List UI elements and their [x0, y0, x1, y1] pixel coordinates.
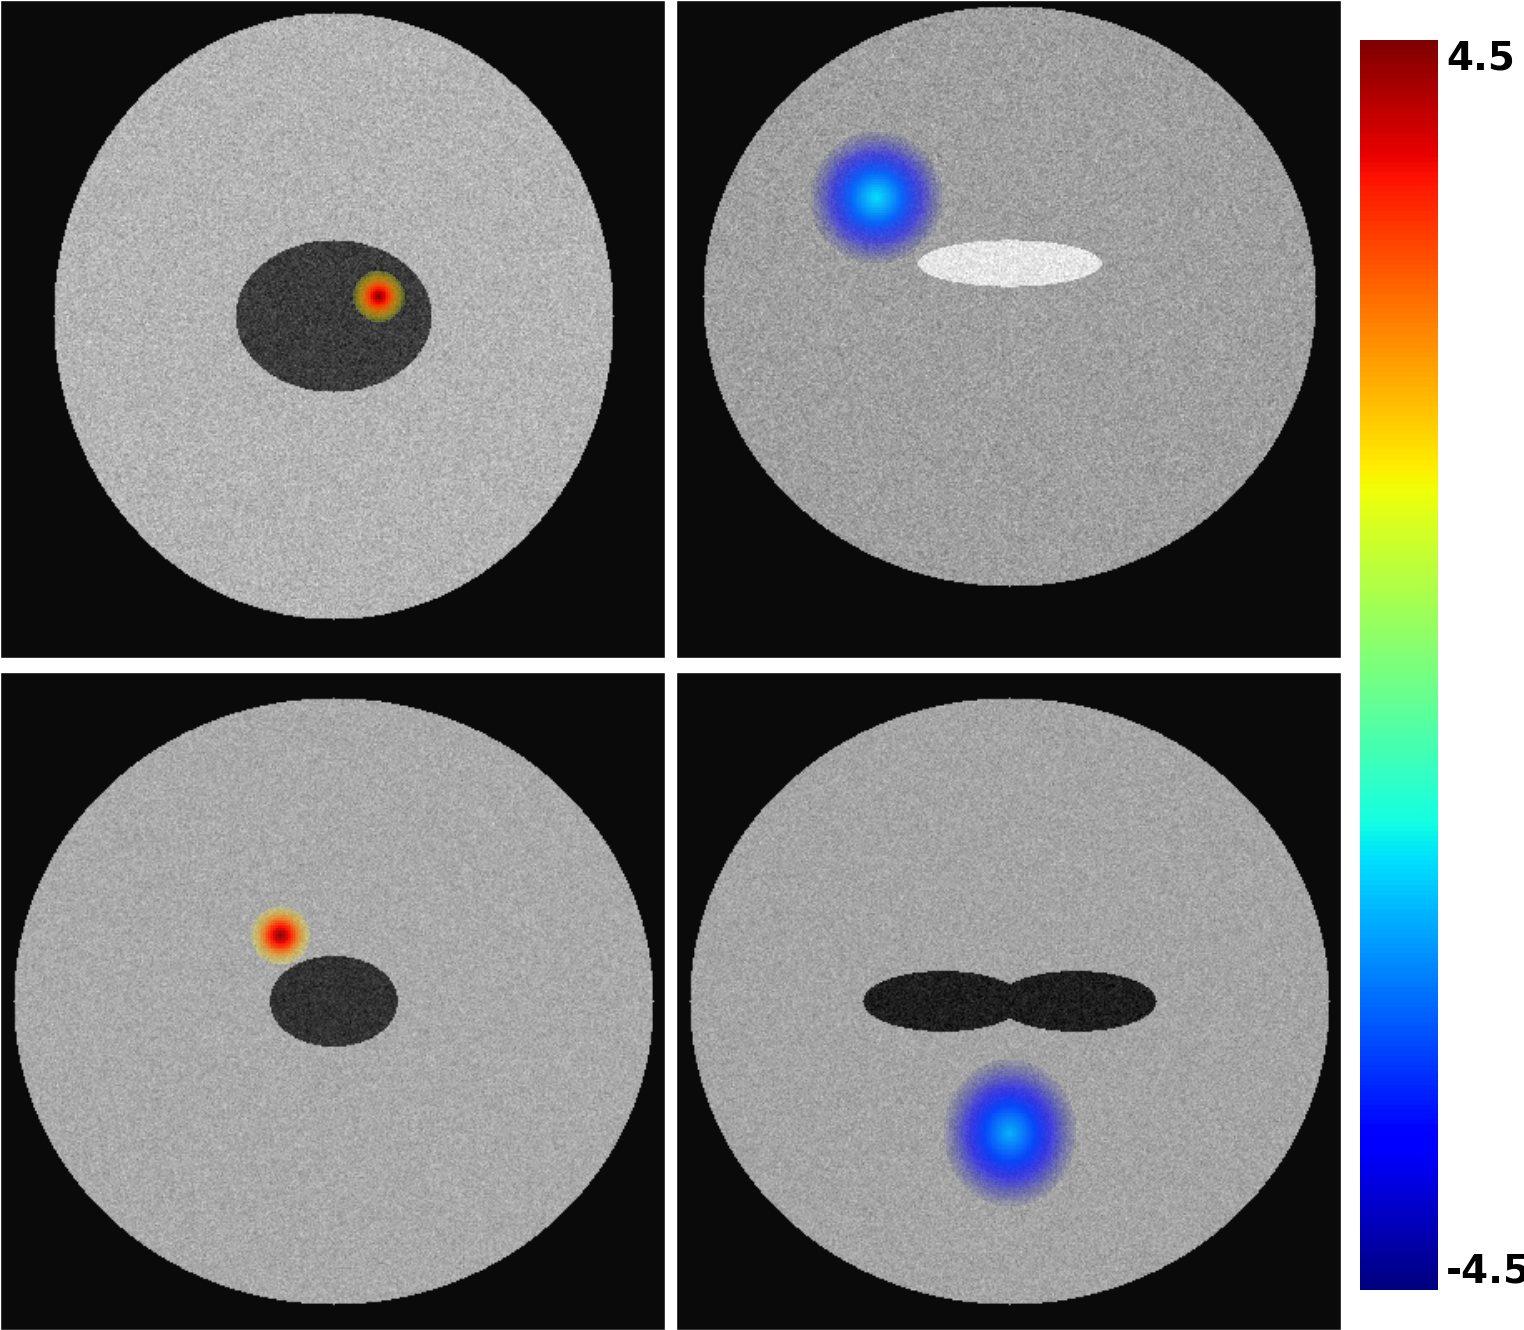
Text: 4.5: 4.5	[1446, 40, 1515, 78]
Text: -4.5: -4.5	[1446, 1252, 1524, 1290]
